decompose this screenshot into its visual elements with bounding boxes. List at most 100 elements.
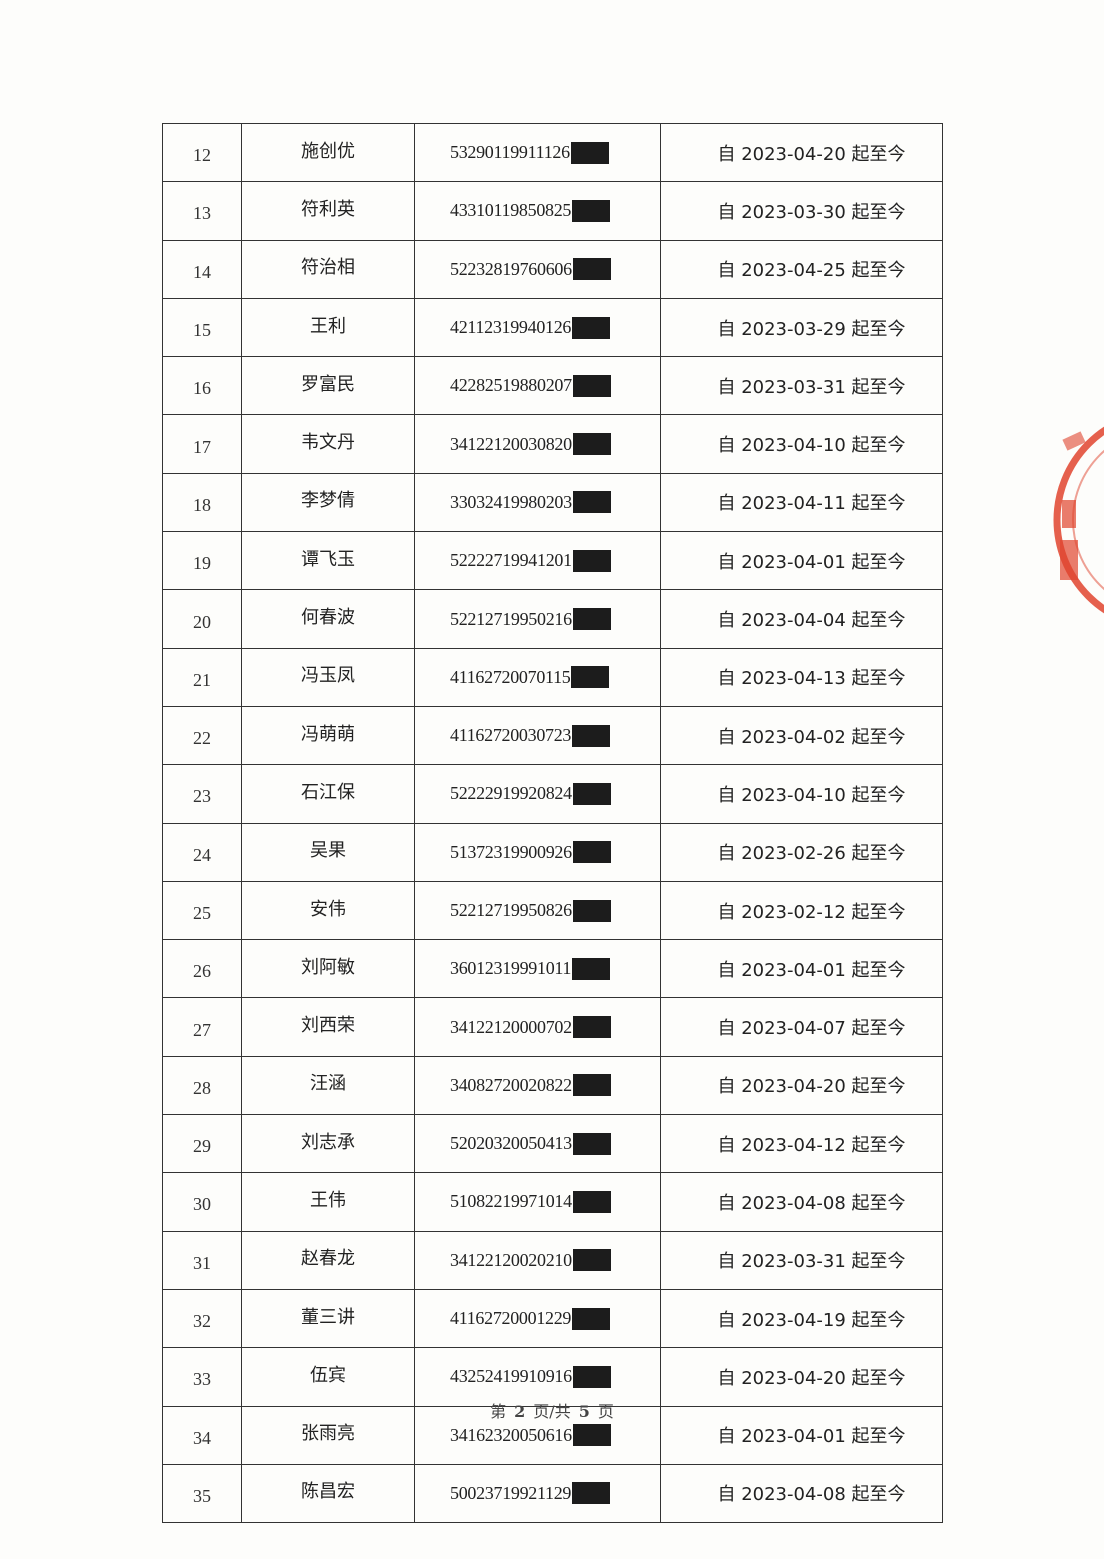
- id-number-cell: 34082720020822: [414, 1055, 661, 1116]
- employee-name: 伍宾: [241, 1347, 415, 1407]
- id-number-cell: 33032419980203: [414, 472, 661, 533]
- id-number-cell: 43310119850825: [414, 181, 661, 241]
- redaction-box: [572, 782, 611, 805]
- table-row: 17 韦文丹 34122120030820 自 2023-04-10 起至今: [162, 414, 943, 474]
- id-number-cell: 34122120000702: [414, 997, 661, 1057]
- row-number: 19: [162, 531, 242, 591]
- seal-mark: [1062, 431, 1086, 451]
- table-row: 26 刘阿敏 36012319991011 自 2023-04-01 起至今: [162, 939, 943, 999]
- id-number-cell: 52222719941201: [414, 531, 661, 591]
- redaction-box: [572, 1132, 611, 1155]
- employee-name: 安伟: [241, 880, 415, 941]
- id-number-cell: 52212719950826: [414, 880, 661, 941]
- table-row: 19 谭飞玉 52222719941201 自 2023-04-01 起至今: [162, 531, 943, 591]
- id-number: 33032419980203: [450, 491, 572, 512]
- row-number: 31: [162, 1230, 242, 1290]
- employee-name: 王利: [241, 297, 415, 358]
- official-seal-stamp: [1053, 426, 1104, 614]
- id-number: 43310119850825: [450, 200, 572, 221]
- employment-period: 自 2023-03-29 起至今: [660, 297, 943, 358]
- row-number: 22: [162, 705, 242, 766]
- table-row: 12 施创优 53290119911126 自 2023-04-20 起至今: [162, 122, 943, 183]
- seal-mark: [1060, 540, 1078, 580]
- table-row: 22 冯萌萌 41162720030723 自 2023-04-02 起至今: [162, 705, 943, 766]
- id-number: 52020320050413: [450, 1133, 572, 1154]
- id-number-cell: 34122120030820: [414, 414, 661, 474]
- employment-period: 自 2023-04-02 起至今: [660, 705, 943, 766]
- employment-period: 自 2023-03-31 起至今: [660, 1230, 943, 1290]
- employment-period: 自 2023-02-12 起至今: [660, 880, 943, 941]
- id-number-cell: 41162720070115: [414, 647, 661, 707]
- row-number: 32: [162, 1288, 242, 1349]
- redaction-box: [572, 199, 611, 222]
- id-number: 34122120030820: [450, 433, 572, 454]
- id-number-cell: 50023719921129: [414, 1463, 661, 1524]
- id-number-cell: 34122120020210: [414, 1230, 661, 1290]
- redaction-box: [572, 1074, 611, 1097]
- table-row: 31 赵春龙 34122120020210 自 2023-03-31 起至今: [162, 1230, 943, 1290]
- redaction-box: [572, 258, 611, 281]
- id-number-cell: 36012319991011: [414, 939, 661, 999]
- redaction-box: [570, 141, 609, 164]
- row-number: 17: [162, 414, 242, 474]
- employment-period: 自 2023-04-12 起至今: [660, 1114, 943, 1174]
- row-number: 30: [162, 1172, 242, 1232]
- employment-period: 自 2023-04-19 起至今: [660, 1288, 943, 1349]
- id-number-cell: 42282519880207: [414, 356, 661, 416]
- id-number-cell: 52212719950216: [414, 589, 661, 649]
- id-number: 34122120020210: [450, 1249, 572, 1270]
- employee-name: 冯玉凤: [241, 647, 415, 707]
- table-row: 25 安伟 52212719950826 自 2023-02-12 起至今: [162, 880, 943, 941]
- redaction-box: [572, 841, 611, 864]
- row-number: 20: [162, 589, 242, 649]
- employment-period: 自 2023-04-11 起至今: [660, 472, 943, 533]
- table-body: 12 施创优 53290119911126 自 2023-04-20 起至今 13 符利英…: [162, 122, 943, 1524]
- row-number: 23: [162, 764, 242, 824]
- redaction-box: [572, 899, 611, 922]
- redaction-box: [572, 608, 611, 631]
- employee-name: 王伟: [241, 1172, 415, 1232]
- row-number: 21: [162, 647, 242, 707]
- table-row: 15 王利 42112319940126 自 2023-03-29 起至今: [162, 297, 943, 358]
- seal-outer-ring: [1053, 426, 1104, 614]
- employee-name: 汪涵: [241, 1055, 415, 1116]
- row-number: 25: [162, 880, 242, 941]
- employee-name: 吴果: [241, 822, 415, 882]
- id-number-cell: 34162320050616: [414, 1405, 661, 1465]
- row-number: 28: [162, 1055, 242, 1116]
- employee-name: 谭飞玉: [241, 531, 415, 591]
- redaction-box: [572, 1190, 611, 1213]
- employee-name: 刘阿敏: [241, 939, 415, 999]
- table-row: 28 汪涵 34082720020822 自 2023-04-20 起至今: [162, 1055, 943, 1116]
- employee-name: 符治相: [241, 239, 415, 299]
- employment-period: 自 2023-04-20 起至今: [660, 1347, 943, 1407]
- table-row: 20 何春波 52212719950216 自 2023-04-04 起至今: [162, 589, 943, 649]
- employment-period: 自 2023-03-30 起至今: [660, 181, 943, 241]
- footer-mid: 页/共: [533, 1402, 571, 1421]
- employment-period: 自 2023-04-08 起至今: [660, 1172, 943, 1232]
- row-number: 26: [162, 939, 242, 999]
- id-number: 52212719950216: [450, 608, 572, 629]
- id-number-cell: 41162720030723: [414, 705, 661, 766]
- employment-period: 自 2023-04-04 起至今: [660, 589, 943, 649]
- table-row: 14 符治相 52232819760606 自 2023-04-25 起至今: [162, 239, 943, 299]
- id-number: 34122120000702: [450, 1016, 572, 1037]
- id-number-cell: 53290119911126: [414, 122, 661, 183]
- id-number: 41162720070115: [450, 666, 571, 687]
- id-number: 51372319900926: [450, 841, 572, 862]
- id-number: 34162320050616: [450, 1424, 572, 1445]
- table-row: 30 王伟 51082219971014 自 2023-04-08 起至今: [162, 1172, 943, 1232]
- row-number: 27: [162, 997, 242, 1057]
- employment-period: 自 2023-04-25 起至今: [660, 239, 943, 299]
- employee-name: 韦文丹: [241, 414, 415, 474]
- redaction-box: [572, 1249, 611, 1272]
- employee-name: 施创优: [241, 122, 415, 183]
- employment-period: 自 2023-04-20 起至今: [660, 122, 943, 183]
- employee-name: 董三讲: [241, 1288, 415, 1349]
- id-number: 53290119911126: [450, 142, 570, 163]
- row-number: 14: [162, 239, 242, 299]
- employee-name: 罗富民: [241, 356, 415, 416]
- id-number: 51082219971014: [450, 1191, 572, 1212]
- employment-period: 自 2023-04-01 起至今: [660, 939, 943, 999]
- id-number-cell: 52222919920824: [414, 764, 661, 824]
